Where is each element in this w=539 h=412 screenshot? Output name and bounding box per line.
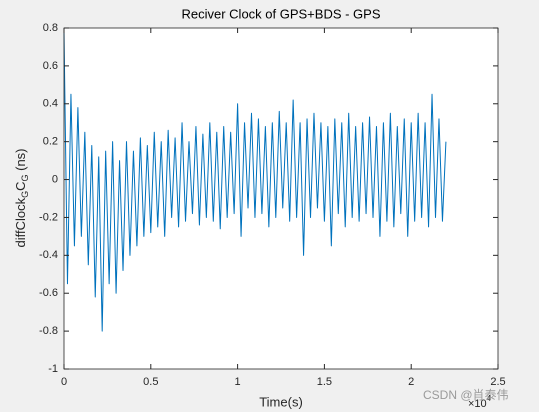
y-label-subscript: G [20, 174, 30, 181]
y-tick-label: 0.6 [43, 60, 58, 72]
chart-title: Reciver Clock of GPS+BDS - GPS [181, 6, 380, 21]
y-label-subscript: G [20, 191, 30, 198]
y-tick-label: 0.8 [43, 22, 58, 34]
y-label-part: (ns) [13, 148, 28, 174]
y-tick-label: -1 [48, 363, 58, 375]
x-exponent-power: 4 [487, 394, 492, 403]
y-tick-label: -0.8 [39, 325, 58, 337]
y-label-part: diffClock [13, 197, 28, 247]
y-tick-label: 0 [52, 173, 58, 185]
x-tick-label: 0 [61, 376, 67, 388]
x-tick-label: 1.5 [317, 376, 332, 388]
y-tick-label: -0.6 [39, 287, 58, 299]
x-exponent-base: ×10 [468, 398, 487, 410]
x-tick-label: 2 [408, 376, 414, 388]
watermark: CSDN @肖泰伟 [423, 388, 509, 402]
y-tick-label: -0.2 [39, 211, 58, 223]
y-tick-label: 0.4 [43, 98, 58, 110]
y-tick-label: 0.2 [43, 136, 58, 148]
y-label-part: C [13, 181, 28, 190]
x-axis-label: Time(s) [259, 394, 303, 409]
y-axis-label: diffClockGCG (ns) [13, 148, 30, 247]
x-tick-label: 0.5 [143, 376, 158, 388]
x-exponent: ×104 [468, 394, 492, 410]
y-tick-label: -0.4 [39, 249, 58, 261]
x-tick-label: 2.5 [490, 376, 505, 388]
data-line [63, 31, 447, 332]
x-tick-label: 1 [235, 376, 241, 388]
axes-box [63, 27, 499, 370]
plot-area [64, 28, 498, 369]
